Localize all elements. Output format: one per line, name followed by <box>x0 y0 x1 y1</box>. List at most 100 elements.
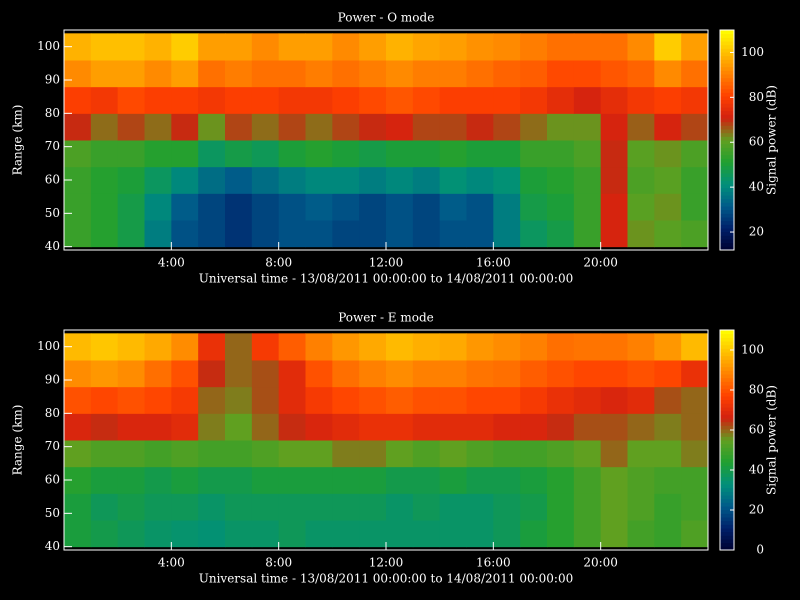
heatmap-cell <box>144 193 172 221</box>
heatmap-cell <box>386 86 414 114</box>
colorbar-swatch <box>720 436 734 441</box>
heatmap-cell <box>520 493 548 521</box>
colorbar-swatch <box>720 63 734 68</box>
heatmap-cell <box>627 113 655 141</box>
colorbar-swatch <box>720 151 734 156</box>
colorbar-swatch <box>720 407 734 412</box>
heatmap-cell <box>171 466 199 494</box>
colorbar-swatch <box>720 363 734 368</box>
heatmap-cell <box>493 193 521 221</box>
heatmap-cell <box>278 413 306 441</box>
heatmap-cell <box>225 113 253 141</box>
heatmap-cell <box>439 413 467 441</box>
heatmap-cell <box>412 113 441 141</box>
chart-title: Power - O mode <box>338 11 435 25</box>
colorbar-swatch <box>720 399 734 404</box>
heatmap-cell <box>466 466 494 494</box>
heatmap-cell <box>627 193 655 221</box>
heatmap-cell <box>225 360 253 388</box>
colorbar-swatch <box>720 352 734 357</box>
heatmap-cell <box>439 520 467 548</box>
heatmap-cell <box>251 33 280 61</box>
heatmap-cell <box>332 520 360 548</box>
colorbar-swatch <box>720 30 734 35</box>
heatmap-cell <box>278 166 306 194</box>
heatmap-cell <box>171 220 199 248</box>
heatmap-cell <box>386 360 414 388</box>
y-axis-label: Range (km) <box>11 105 25 176</box>
colorbar-tick-label: 60 <box>749 423 764 437</box>
heatmap-cell <box>225 193 253 221</box>
heatmap-cell <box>573 86 602 114</box>
heatmap-cell <box>359 466 387 494</box>
y-tick-label: 100 <box>37 39 60 53</box>
heatmap-cell <box>332 386 360 414</box>
heatmap-cell <box>466 413 494 441</box>
heatmap-cell <box>600 220 628 248</box>
heatmap-cell <box>359 33 387 61</box>
heatmap-cell <box>90 520 119 548</box>
heatmap-cell <box>64 520 92 548</box>
heatmap-cell <box>359 86 387 114</box>
heatmap-cell <box>171 140 199 168</box>
heatmap-cell <box>332 466 360 494</box>
heatmap-cell <box>627 466 655 494</box>
heatmap-cell <box>117 140 145 168</box>
x-tick-label: 8:00 <box>265 556 292 570</box>
heatmap-cell <box>278 493 306 521</box>
colorbar-swatch <box>720 374 734 379</box>
colorbar-swatch <box>720 513 734 518</box>
colorbar-swatch <box>720 242 734 247</box>
colorbar-swatch <box>720 520 734 525</box>
heatmap-cell <box>225 60 253 88</box>
colorbar-swatch <box>720 410 734 415</box>
y-tick-label: 80 <box>45 106 60 120</box>
heatmap-cell <box>520 386 548 414</box>
heatmap-cell <box>412 60 441 88</box>
heatmap-cell <box>90 440 119 468</box>
heatmap-cell <box>466 493 494 521</box>
heatmap-cell <box>198 386 226 414</box>
colorbar-swatch <box>720 176 734 181</box>
heatmap-cell <box>251 413 280 441</box>
heatmap-cell <box>278 113 306 141</box>
heatmap-cell <box>412 86 441 114</box>
y-tick-label: 50 <box>45 206 60 220</box>
heatmap-cell <box>547 113 575 141</box>
colorbar-swatch <box>720 118 734 123</box>
heatmap-cell <box>493 360 521 388</box>
colorbar-swatch <box>720 187 734 192</box>
heatmap-cell <box>359 386 387 414</box>
heatmap-cell <box>386 386 414 414</box>
heatmap-cell <box>547 440 575 468</box>
colorbar-tick-label: 80 <box>749 90 764 104</box>
heatmap-cell <box>466 140 494 168</box>
heatmap-cell <box>439 360 467 388</box>
x-tick-label: 16:00 <box>476 256 511 270</box>
heatmap-cell <box>573 140 602 168</box>
heatmap-cell <box>386 33 414 61</box>
heatmap-cell <box>359 60 387 88</box>
heatmap-cell <box>198 466 226 494</box>
heatmap-cell <box>681 220 709 248</box>
heatmap-cell <box>681 413 709 441</box>
heatmap-cell <box>251 493 280 521</box>
colorbar-swatch <box>720 70 734 75</box>
colorbar-swatch <box>720 385 734 390</box>
heatmap-cell <box>144 333 172 361</box>
y-tick-label: 100 <box>37 339 60 353</box>
colorbar-swatch <box>720 495 734 500</box>
heatmap-cell <box>520 86 548 114</box>
colorbar-swatch <box>720 209 734 214</box>
heatmap-cell <box>439 86 467 114</box>
heatmap-cell <box>171 440 199 468</box>
colorbar-swatch <box>720 191 734 196</box>
heatmap-cell <box>412 520 441 548</box>
heatmap-cell <box>412 360 441 388</box>
heatmap-cell <box>332 60 360 88</box>
heatmap-cell <box>359 140 387 168</box>
heatmap-cell <box>278 60 306 88</box>
heatmap-cell <box>520 440 548 468</box>
heatmap-cell <box>305 193 333 221</box>
